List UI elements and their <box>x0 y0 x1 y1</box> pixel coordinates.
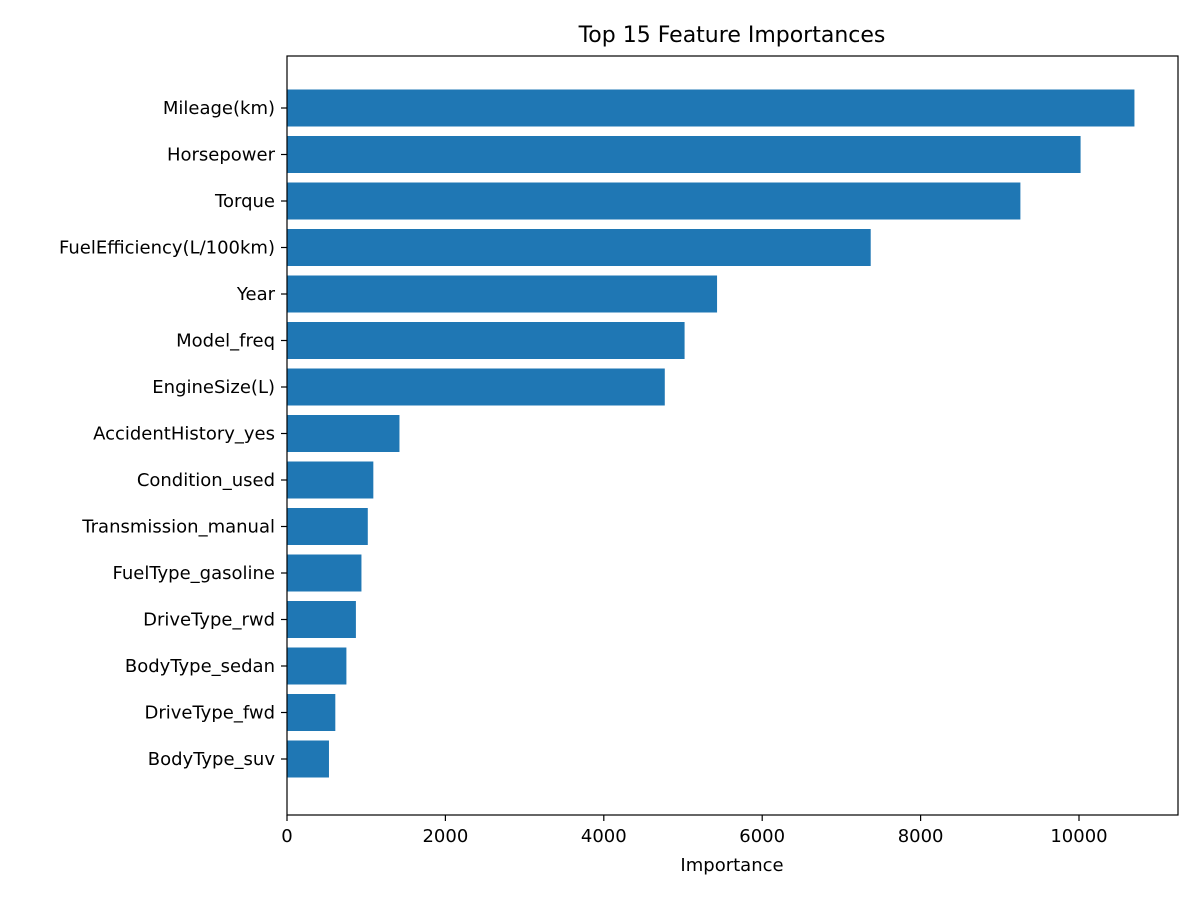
bar-BodyType_suv <box>287 740 329 778</box>
y-tick-label: DriveType_fwd <box>145 703 276 724</box>
y-tick-label: Model_freq <box>176 331 275 352</box>
y-tick-label: FuelType_gasoline <box>112 563 275 584</box>
y-tick-label: Condition_used <box>137 470 275 491</box>
y-tick-label: EngineSize(L) <box>152 377 275 398</box>
y-tick-label: Year <box>236 284 276 305</box>
y-tick-label: Horsepower <box>167 145 276 166</box>
bar-Mileage(km) <box>287 89 1135 127</box>
y-tick-label: Mileage(km) <box>163 98 275 119</box>
chart-title: Top 15 Feature Importances <box>578 23 886 48</box>
x-tick-label: 2000 <box>422 826 468 847</box>
bar-AccidentHistory_yes <box>287 415 400 452</box>
x-axis-label: Importance <box>680 855 783 876</box>
bar-Condition_used <box>287 461 374 499</box>
bar-Horsepower <box>287 136 1081 173</box>
x-axis-ticks: 0 2000 4000 6000 8000 10000 <box>281 815 1108 847</box>
bar-Torque <box>287 182 1021 220</box>
y-tick-label: DriveType_rwd <box>143 610 275 631</box>
plot-frame <box>286 55 1179 816</box>
bar-BodyType_sedan <box>287 647 347 685</box>
y-tick-label: BodyType_suv <box>148 749 276 770</box>
bar-FuelEfficiency(L/100km) <box>287 229 871 266</box>
bar-Year <box>287 275 718 313</box>
bar-EngineSize(L) <box>287 368 665 406</box>
y-tick-label: Torque <box>214 191 275 212</box>
bar-DriveType_rwd <box>287 601 356 638</box>
y-tick-label: BodyType_sedan <box>125 656 275 677</box>
bar-Model_freq <box>287 322 685 359</box>
y-tick-label: FuelEfficiency(L/100km) <box>59 238 275 259</box>
x-tick-label: 6000 <box>739 826 785 847</box>
bar-Transmission_manual <box>287 508 368 545</box>
y-tick-label: Transmission_manual <box>81 517 275 538</box>
x-tick-label: 0 <box>281 826 292 847</box>
x-tick-label: 10000 <box>1050 826 1107 847</box>
y-axis-ticks: Mileage(km) Horsepower Torque FuelEfficienc… <box>59 98 287 770</box>
bar-FuelType_gasoline <box>287 554 362 592</box>
bars-layer <box>287 89 1135 778</box>
x-tick-label: 8000 <box>898 826 944 847</box>
bar-DriveType_fwd <box>287 694 336 731</box>
y-tick-label: AccidentHistory_yes <box>93 424 275 445</box>
x-tick-label: 4000 <box>581 826 627 847</box>
